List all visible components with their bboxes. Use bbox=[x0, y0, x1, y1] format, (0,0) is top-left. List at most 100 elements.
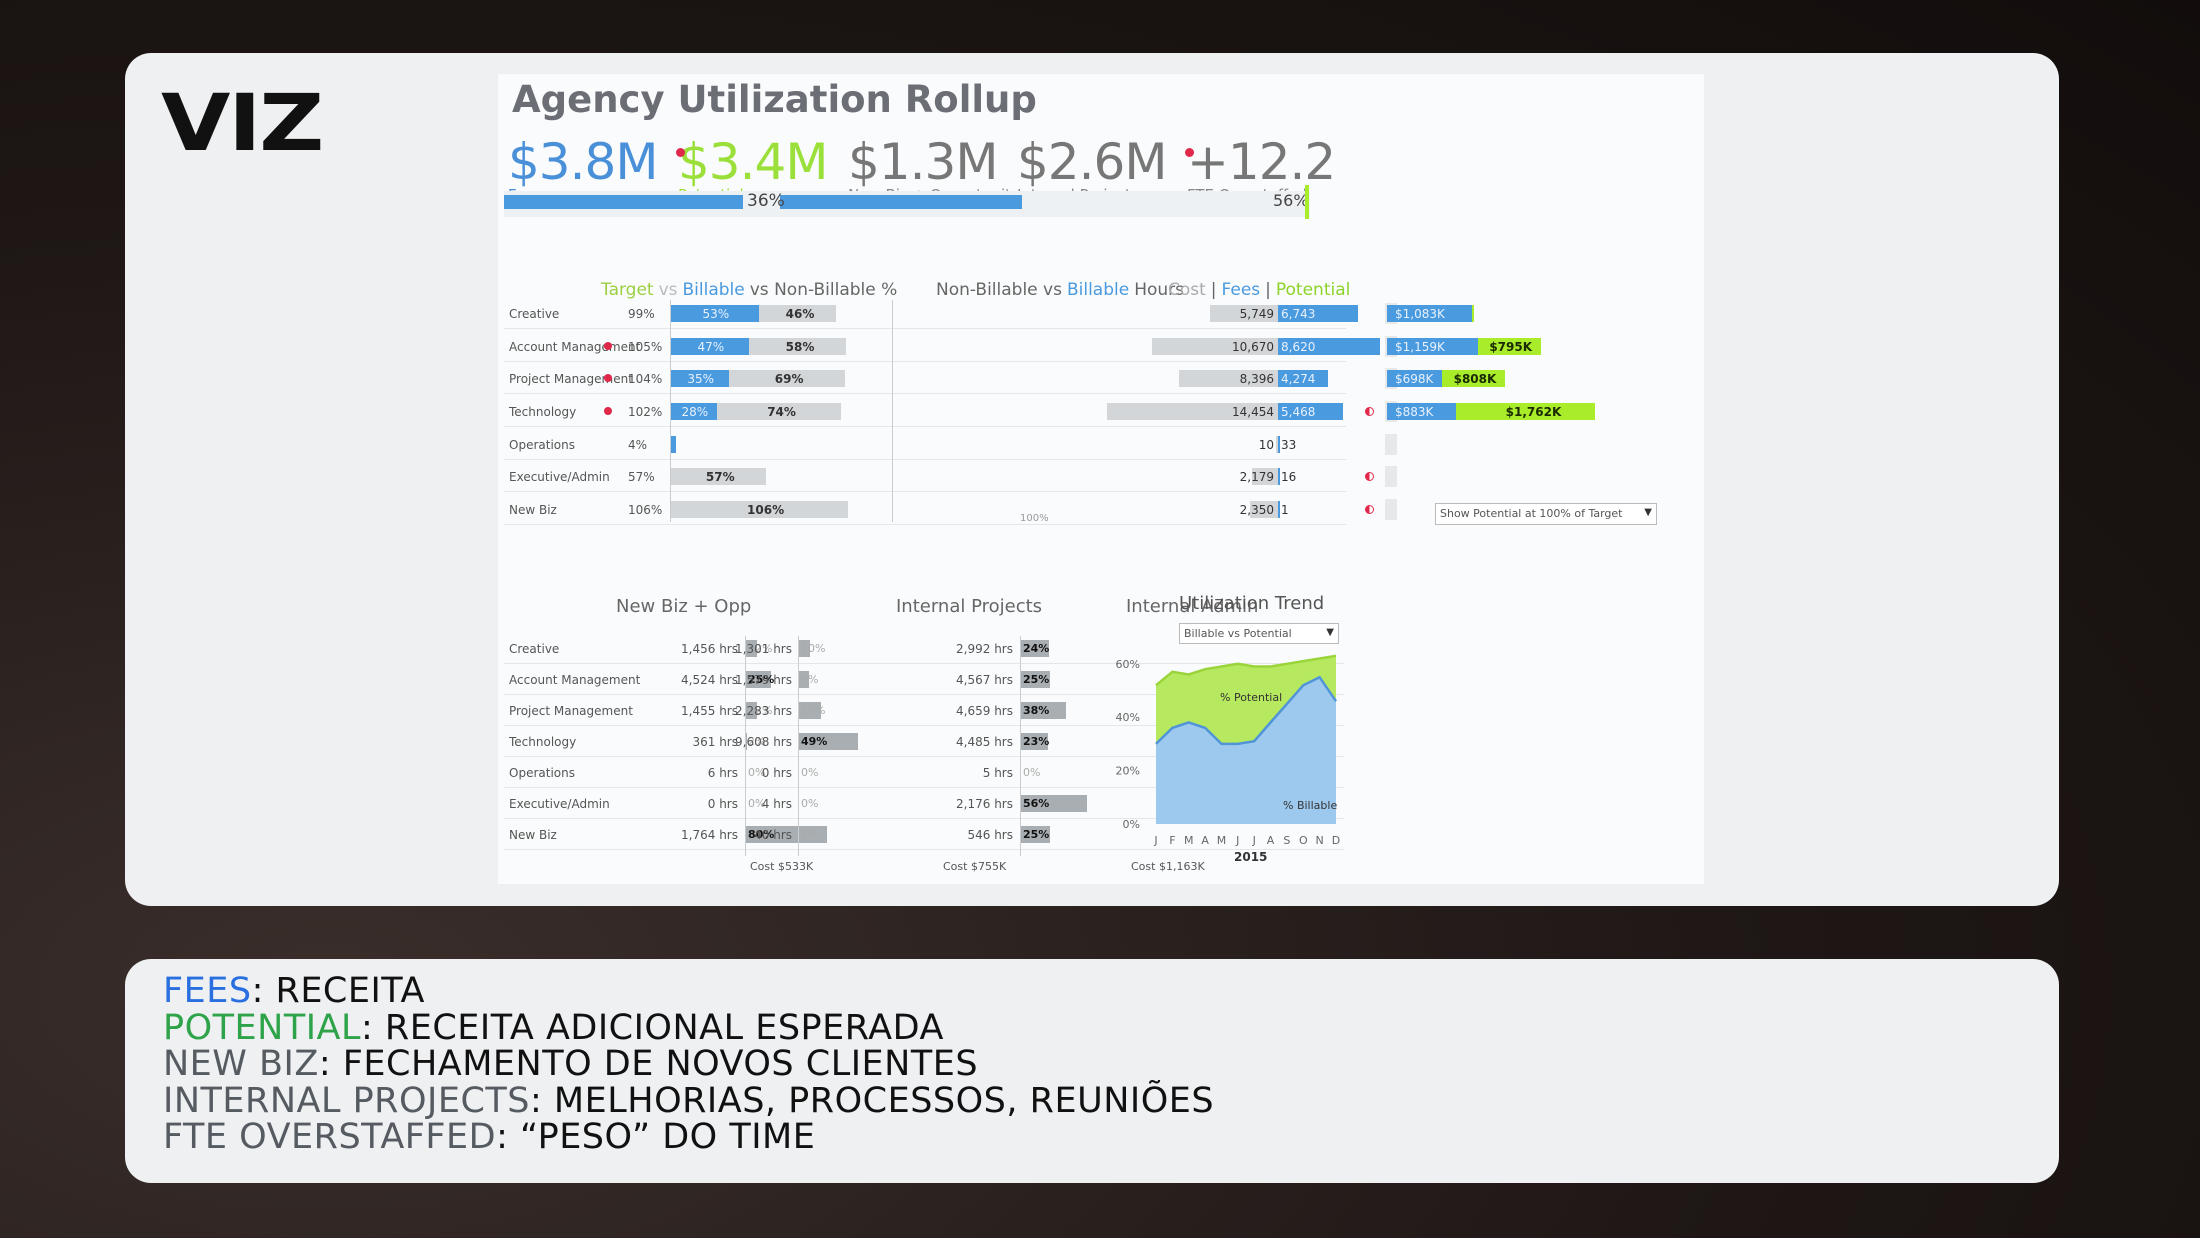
internal-projects-pct: 0% bbox=[801, 797, 819, 810]
x-tick-label: F bbox=[1169, 834, 1175, 847]
dept-name: Project Management bbox=[509, 704, 633, 718]
nonbillable-bar bbox=[670, 501, 849, 518]
nonbillable-bar bbox=[759, 305, 837, 322]
dashboard-title: Agency Utilization Rollup bbox=[512, 78, 1037, 121]
section-hours-title-part: Non-Billable vs bbox=[936, 280, 1062, 300]
billable-bar bbox=[670, 436, 676, 453]
dept-name: New Biz bbox=[509, 828, 557, 842]
row-divider bbox=[504, 694, 1344, 695]
section-target-billable-title-part: vs Non-Billable % bbox=[749, 280, 898, 300]
internal-projects-hours: 2,283 hrs bbox=[735, 704, 792, 718]
internal-projects-pct: 49% bbox=[801, 735, 828, 748]
dept-name: Executive/Admin bbox=[509, 470, 610, 484]
dashboard-screenshot: Agency Utilization Rollup $3.8M Fees $3.4M… bbox=[498, 74, 1704, 884]
fees-bar bbox=[1387, 305, 1473, 322]
new-biz-pct: 2% bbox=[748, 735, 766, 748]
internal-projects-pct: 9% bbox=[801, 673, 819, 686]
target-pct: 106% bbox=[628, 503, 663, 517]
series-line-billable bbox=[1155, 675, 1338, 746]
internal-projects-hours: 0 hrs bbox=[761, 766, 792, 780]
alert-dot bbox=[604, 342, 612, 350]
target-pct: 105% bbox=[628, 340, 663, 354]
internal-projects-cost: Cost $755K bbox=[943, 860, 1007, 873]
definition-term: POTENTIAL bbox=[163, 1007, 361, 1048]
internal-admin-pct: 56% bbox=[1023, 797, 1050, 810]
series-line-potential bbox=[1155, 654, 1337, 687]
x-tick-label: J bbox=[1153, 834, 1157, 847]
billable-hours-value: 5,468 bbox=[1281, 405, 1316, 419]
internal-admin-hours: 546 hrs bbox=[967, 828, 1013, 842]
kpi-value: $3.4M bbox=[678, 133, 828, 191]
new-biz-hours: 1,456 hrs bbox=[681, 642, 738, 656]
section-cost-fees-title-part: | bbox=[1210, 280, 1217, 300]
dept-name: Operations bbox=[509, 438, 575, 452]
section-target-billable-title: Target vs Billable vs Non-Billable % bbox=[601, 280, 902, 300]
axis-line bbox=[670, 300, 671, 522]
new-biz-cost: Cost $533K bbox=[750, 860, 814, 873]
billable-hours-value: 33 bbox=[1281, 438, 1297, 452]
nonbillable-hours-value: 10,670 bbox=[1232, 340, 1274, 354]
dept-name: Project Management bbox=[509, 372, 633, 386]
internal-admin-hours: 4,659 hrs bbox=[956, 704, 1013, 718]
internal-projects-hours: 1,579 hrs bbox=[735, 673, 792, 687]
row-divider bbox=[504, 818, 1344, 819]
row-divider bbox=[504, 459, 1346, 460]
billable-hours-value: 4,274 bbox=[1281, 372, 1316, 386]
nonbillable-hours-value: 8,396 bbox=[1239, 372, 1274, 386]
billable-bar bbox=[670, 403, 718, 420]
row-divider bbox=[504, 524, 1346, 525]
dropdown-value: Billable vs Potential bbox=[1184, 627, 1292, 640]
internal-admin-hours: 4,567 hrs bbox=[956, 673, 1013, 687]
progress-marker bbox=[1305, 185, 1309, 219]
half-circle-icon bbox=[1365, 505, 1374, 514]
nonbillable-label: 69% bbox=[774, 372, 804, 386]
new-biz-pct: 80% bbox=[748, 828, 775, 841]
nonbillable-hours-bar bbox=[1107, 403, 1278, 420]
nonbillable-hours-value: 2,350 bbox=[1239, 503, 1274, 517]
nonbillable-hours-bar bbox=[1210, 305, 1278, 322]
trend-title: Utilization Trend bbox=[1179, 593, 1325, 614]
internal-admin-hours: 4,485 hrs bbox=[956, 735, 1013, 749]
nonbillable-label: 57% bbox=[705, 470, 735, 484]
utilization-trend-chart: 60%40%20%0%J F M A M J J A S O N D% Potential% Bill… bbox=[1116, 654, 1340, 864]
billable-hours-bar bbox=[1278, 501, 1280, 518]
internal-admin-hours: 2,176 hrs bbox=[956, 797, 1013, 811]
row-divider bbox=[504, 756, 1344, 757]
section-target-billable-title-part: Billable bbox=[682, 280, 745, 300]
alert-dot bbox=[1185, 148, 1194, 157]
nonbillable-hours-bar bbox=[1250, 501, 1278, 518]
dropdown-value: Show Potential at 100% of Target bbox=[1440, 507, 1623, 520]
viz-logo: VIZ bbox=[161, 79, 324, 169]
new-biz-hours: 4,524 hrs bbox=[681, 673, 738, 687]
nonbillable-hours-value: 2,179 bbox=[1239, 470, 1274, 484]
cost-bar bbox=[1385, 466, 1397, 487]
new-biz-pct: 12% bbox=[748, 704, 773, 717]
section-hours-title-part: Hours bbox=[1134, 280, 1185, 300]
show-potential-dropdown[interactable]: Show Potential at 100% of Target ▼ bbox=[1435, 503, 1657, 525]
internal-admin-pct: 23% bbox=[1023, 735, 1050, 748]
row-divider bbox=[504, 491, 1346, 492]
nonbillable-hours-value: 5,749 bbox=[1239, 307, 1274, 321]
definition-internal-projects: INTERNAL PROJECTS: MELHORIAS, PROCESSOS,… bbox=[163, 1083, 1214, 1119]
internal-projects-bar bbox=[798, 733, 858, 750]
nonbillable-label: 58% bbox=[785, 340, 815, 354]
definition-term: FEES bbox=[163, 971, 252, 1011]
slide-legend-panel: FEES: RECEITA POTENTIAL: RECEITA ADICIONA… bbox=[125, 959, 2059, 1183]
new-biz-pct: 0% bbox=[748, 766, 766, 779]
new-biz-bar bbox=[745, 733, 747, 750]
nonbillable-label: 46% bbox=[785, 307, 815, 321]
section-cost-fees-title-part: Fees bbox=[1221, 280, 1261, 300]
potential-bar bbox=[1472, 305, 1474, 322]
y-tick-label: 40% bbox=[1116, 711, 1140, 724]
billable-bar bbox=[670, 338, 749, 355]
nonbillable-hours-bar bbox=[1178, 370, 1278, 387]
new-biz-title: New Biz + Opp bbox=[616, 596, 752, 617]
internal-admin-bar bbox=[1020, 640, 1049, 657]
internal-admin-cost: Cost $1,163K bbox=[1131, 860, 1205, 873]
nonbillable-hours-bar bbox=[1152, 338, 1278, 355]
trend-dropdown[interactable]: Billable vs Potential ▼ bbox=[1179, 623, 1339, 644]
definition-term: FTE OVERSTAFFED bbox=[163, 1117, 497, 1157]
definition-new-biz: NEW BIZ: FECHAMENTO DE NOVOS CLIENTES bbox=[163, 1046, 978, 1082]
series-label-billable: % Billable bbox=[1283, 799, 1337, 812]
dept-name: New Biz bbox=[509, 503, 557, 517]
